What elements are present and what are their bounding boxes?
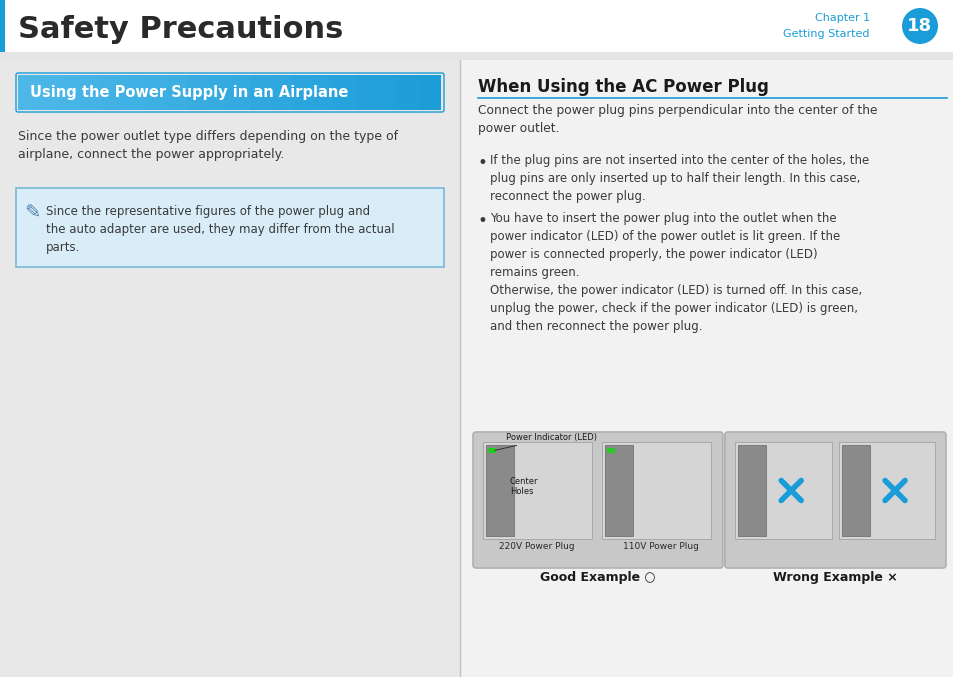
Text: When Using the AC Power Plug: When Using the AC Power Plug xyxy=(477,78,768,96)
Bar xyxy=(841,445,869,536)
FancyBboxPatch shape xyxy=(838,442,934,539)
Text: If the plug pins are not inserted into the center of the holes, the
plug pins ar: If the plug pins are not inserted into t… xyxy=(490,154,868,203)
Text: 110V Power Plug: 110V Power Plug xyxy=(622,542,699,551)
Bar xyxy=(0,52,953,60)
Text: Since the power outlet type differs depending on the type of
airplane, connect t: Since the power outlet type differs depe… xyxy=(18,130,397,161)
Text: Safety Precautions: Safety Precautions xyxy=(18,16,343,45)
Bar xyxy=(604,445,632,536)
FancyBboxPatch shape xyxy=(724,432,945,568)
Bar xyxy=(488,448,496,453)
Bar xyxy=(229,75,251,110)
Bar xyxy=(123,75,146,110)
Text: •: • xyxy=(477,154,487,172)
Text: 18: 18 xyxy=(906,17,932,35)
Text: Connect the power plug pins perpendicular into the center of the
power outlet.: Connect the power plug pins perpendicula… xyxy=(477,104,877,135)
FancyBboxPatch shape xyxy=(473,432,722,568)
Bar xyxy=(208,75,230,110)
Bar xyxy=(166,75,188,110)
Bar xyxy=(18,75,40,110)
Text: Since the representative figures of the power plug and
the auto adapter are used: Since the representative figures of the … xyxy=(46,205,395,254)
Bar xyxy=(39,75,61,110)
Bar xyxy=(314,75,335,110)
Bar xyxy=(737,445,765,536)
Bar xyxy=(397,75,419,110)
FancyBboxPatch shape xyxy=(482,442,592,539)
FancyBboxPatch shape xyxy=(734,442,831,539)
Bar xyxy=(606,448,614,453)
Text: Power Indicator (LED): Power Indicator (LED) xyxy=(495,433,597,450)
Bar xyxy=(335,75,356,110)
Text: You have to insert the power plug into the outlet when the
power indicator (LED): You have to insert the power plug into t… xyxy=(490,212,862,333)
FancyBboxPatch shape xyxy=(16,188,443,267)
Bar xyxy=(271,75,293,110)
Bar xyxy=(0,0,5,52)
Text: •: • xyxy=(477,212,487,230)
Bar xyxy=(145,75,167,110)
Text: Wrong Example ×: Wrong Example × xyxy=(772,571,897,584)
Text: Getting Started: Getting Started xyxy=(782,29,869,39)
FancyBboxPatch shape xyxy=(601,442,710,539)
Bar xyxy=(355,75,377,110)
Bar xyxy=(292,75,314,110)
Bar xyxy=(376,75,398,110)
Bar xyxy=(250,75,272,110)
Bar xyxy=(102,75,125,110)
Bar xyxy=(187,75,209,110)
Bar xyxy=(459,60,953,677)
Text: Using the Power Supply in an Airplane: Using the Power Supply in an Airplane xyxy=(30,85,348,100)
Text: Chapter 1: Chapter 1 xyxy=(814,13,869,23)
Bar xyxy=(81,75,103,110)
Text: Good Example ○: Good Example ○ xyxy=(539,571,655,584)
Bar xyxy=(60,75,82,110)
Bar xyxy=(0,60,459,677)
Bar xyxy=(485,445,514,536)
Text: Center
Holes: Center Holes xyxy=(510,477,537,496)
FancyBboxPatch shape xyxy=(0,0,953,52)
Bar xyxy=(418,75,440,110)
Text: ✎: ✎ xyxy=(24,204,40,223)
Text: 220V Power Plug: 220V Power Plug xyxy=(498,542,574,551)
Circle shape xyxy=(901,8,937,44)
